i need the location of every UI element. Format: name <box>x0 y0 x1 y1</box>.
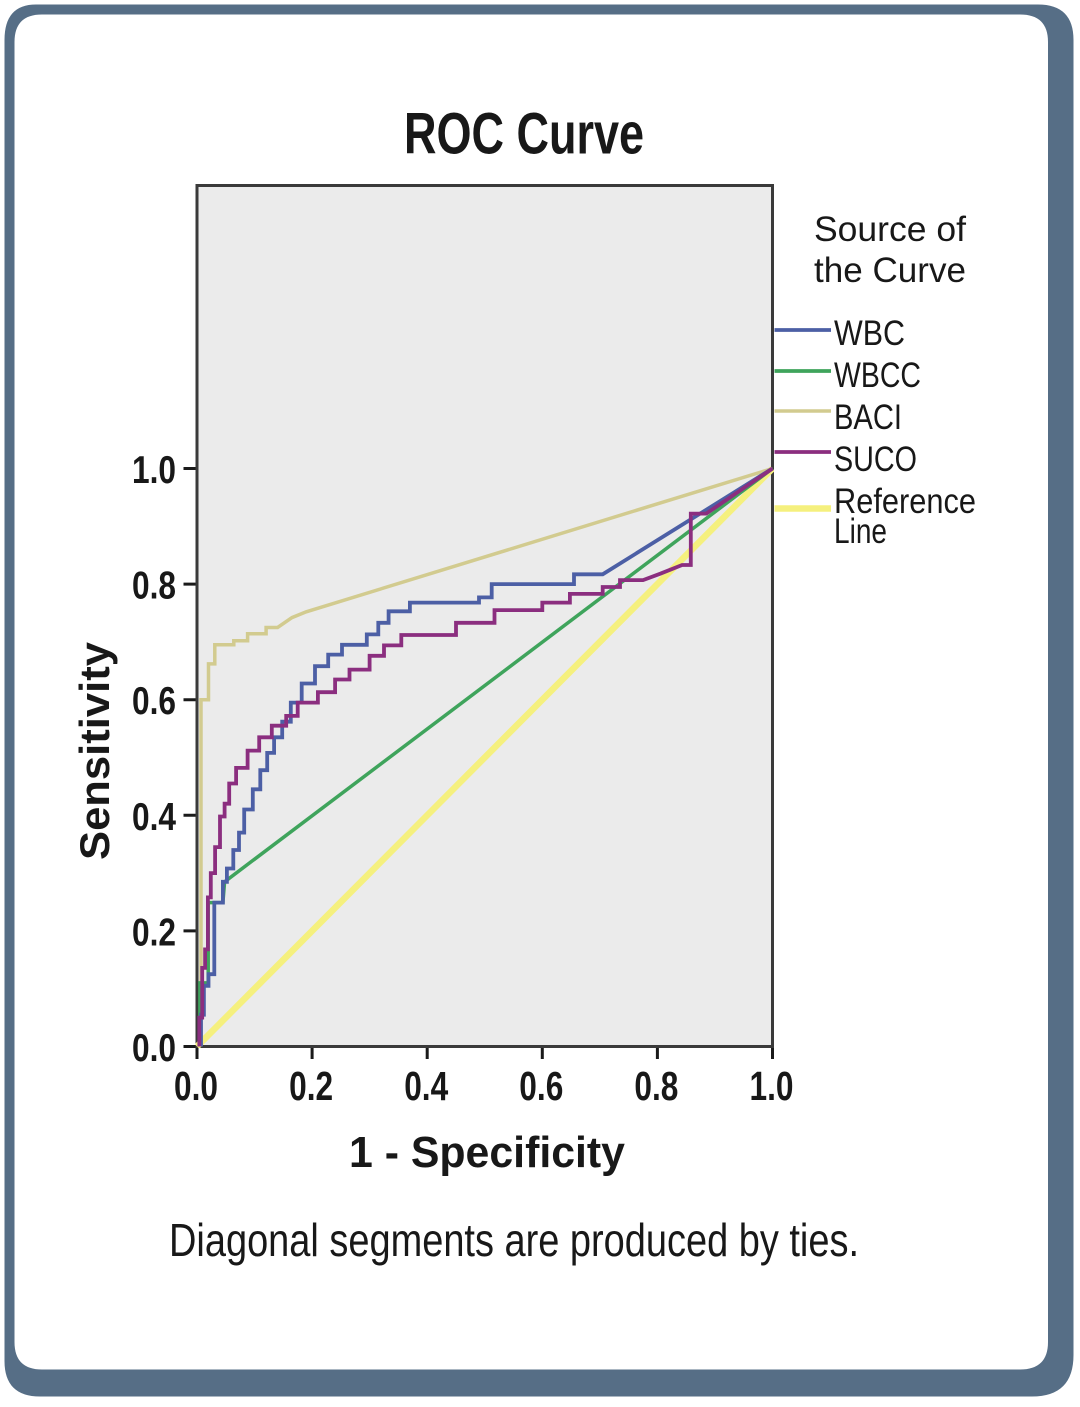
svg-text:0.6: 0.6 <box>519 1063 563 1109</box>
svg-text:1 - Specificity: 1 - Specificity <box>349 1128 626 1177</box>
svg-text:0.2: 0.2 <box>132 911 176 954</box>
svg-text:0.2: 0.2 <box>289 1063 333 1109</box>
svg-text:0.8: 0.8 <box>634 1063 678 1109</box>
svg-text:1.0: 1.0 <box>750 1063 794 1109</box>
svg-text:WBCC: WBCC <box>834 356 921 395</box>
svg-text:ROC Curve: ROC Curve <box>404 102 644 167</box>
svg-text:BACI: BACI <box>834 398 902 437</box>
svg-text:0.6: 0.6 <box>132 680 176 723</box>
svg-text:1.0: 1.0 <box>132 449 176 492</box>
svg-text:0.4: 0.4 <box>404 1063 448 1109</box>
svg-text:0.4: 0.4 <box>132 796 176 839</box>
svg-text:WBC: WBC <box>834 314 905 353</box>
svg-text:SUCO: SUCO <box>834 440 917 479</box>
svg-text:0.0: 0.0 <box>174 1063 218 1109</box>
svg-text:Sensitivity: Sensitivity <box>71 641 118 860</box>
svg-text:the Curve: the Curve <box>814 251 966 290</box>
svg-text:Reference: Reference <box>834 482 976 521</box>
svg-text:0.0: 0.0 <box>132 1027 176 1070</box>
svg-text:0.8: 0.8 <box>132 565 176 608</box>
svg-text:Diagonal segments are produced: Diagonal segments are produced by ties. <box>169 1214 859 1266</box>
svg-text:Line: Line <box>834 512 887 551</box>
svg-text:Source of: Source of <box>814 210 966 249</box>
